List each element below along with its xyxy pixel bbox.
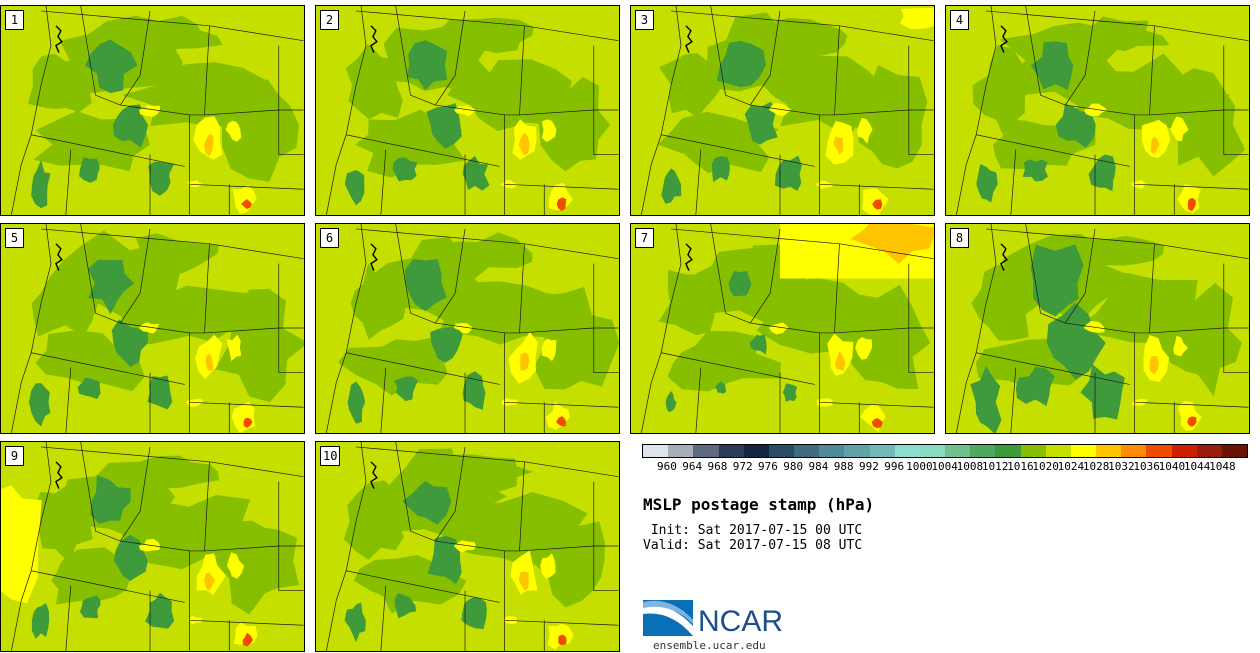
panel-member-label: 5	[5, 228, 24, 248]
colorbar-tick-label: 960	[657, 460, 677, 473]
colorbar-swatch	[819, 445, 845, 457]
map-panel: 7	[630, 223, 935, 434]
colorbar-swatch	[1070, 445, 1097, 457]
colorbar-swatch	[1045, 445, 1071, 457]
colorbar-tick-label: 1008	[956, 460, 984, 473]
colorbar-swatch	[894, 445, 920, 457]
colorbar-tick-label: 1000	[906, 460, 933, 473]
map-panel: 4	[945, 5, 1250, 216]
panel-member-label: 8	[950, 228, 969, 248]
colorbar-swatch	[995, 445, 1021, 457]
colorbar-tick-label: 972	[732, 460, 753, 473]
panel-member-label: 10	[320, 446, 341, 466]
colorbar-swatch	[1096, 445, 1122, 457]
colorbar-tick-label: 1024	[1057, 460, 1085, 473]
ncar-logo-text: NCAR	[698, 605, 784, 638]
colorbar-swatch	[668, 445, 694, 457]
colorbar	[642, 444, 1248, 458]
colorbar-tick-label: 980	[783, 460, 804, 473]
colorbar-ticks: 960 964 968 972 976 980 984 988 992 996 1000 1004 10…	[633, 460, 1253, 476]
colorbar-tick-label: 1012	[981, 460, 1009, 473]
panel-member-label: 7	[635, 228, 654, 248]
colorbar-tick-label: 976	[758, 460, 778, 473]
colorbar-tick-label: 1040	[1158, 460, 1186, 473]
map-panel: 3	[630, 5, 935, 216]
colorbar-tick-label: 1044	[1183, 460, 1211, 473]
colorbar-swatch	[768, 445, 795, 457]
map-panel: 8	[945, 223, 1250, 434]
map-panel: 2	[315, 5, 620, 216]
panel-member-label: 6	[320, 228, 339, 248]
colorbar-swatch	[718, 445, 744, 457]
ncar-logo-icon	[643, 600, 693, 636]
colorbar-swatch	[1221, 445, 1248, 457]
map-panel: 5	[0, 223, 305, 434]
colorbar-tick-label: 992	[859, 460, 879, 473]
panel-member-label: 9	[5, 446, 24, 466]
panel-member-label: 1	[5, 10, 24, 30]
colorbar-tick-label: 984	[808, 460, 829, 473]
colorbar-tick-label: 1048	[1209, 460, 1236, 473]
colorbar-swatch	[693, 445, 719, 457]
colorbar-swatch	[743, 445, 769, 457]
colorbar-swatch	[643, 445, 669, 457]
site-url: ensemble.ucar.edu	[653, 639, 766, 652]
panel-member-label: 3	[635, 10, 654, 30]
colorbar-swatch	[794, 445, 820, 457]
colorbar-tick-label: 1020	[1032, 460, 1059, 473]
colorbar-swatch	[919, 445, 946, 457]
colorbar-tick-label: 968	[707, 460, 728, 473]
colorbar-swatch	[1196, 445, 1222, 457]
map-panel: 6	[315, 223, 620, 434]
panel-member-label: 2	[320, 10, 339, 30]
valid-time: Valid: Sat 2017-07-15 08 UTC	[643, 538, 863, 553]
colorbar-tick-label: 1028	[1082, 460, 1110, 473]
colorbar-tick-label: 964	[682, 460, 703, 473]
colorbar-tick-label: 996	[884, 460, 905, 473]
colorbar-tick-label: 1036	[1133, 460, 1160, 473]
colorbar-swatch	[970, 445, 996, 457]
colorbar-tick-label: 1004	[931, 460, 958, 473]
colorbar-swatch	[844, 445, 870, 457]
colorbar-swatch	[945, 445, 971, 457]
colorbar-swatch	[869, 445, 895, 457]
colorbar-tick-label: 1032	[1108, 460, 1135, 473]
panel-member-label: 4	[950, 10, 969, 30]
init-time: Init: Sat 2017-07-15 00 UTC	[643, 523, 863, 538]
colorbar-tick-label: 988	[833, 460, 854, 473]
colorbar-swatch	[1020, 445, 1046, 457]
map-panel: 1	[0, 5, 305, 216]
colorbar-swatch	[1171, 445, 1197, 457]
chart-title: MSLP postage stamp (hPa)	[643, 495, 875, 514]
map-panel: 10	[315, 441, 620, 652]
colorbar-swatch	[1146, 445, 1172, 457]
colorbar-tick-label: 1016	[1007, 460, 1034, 473]
map-panel: 9	[0, 441, 305, 652]
colorbar-swatch	[1121, 445, 1147, 457]
